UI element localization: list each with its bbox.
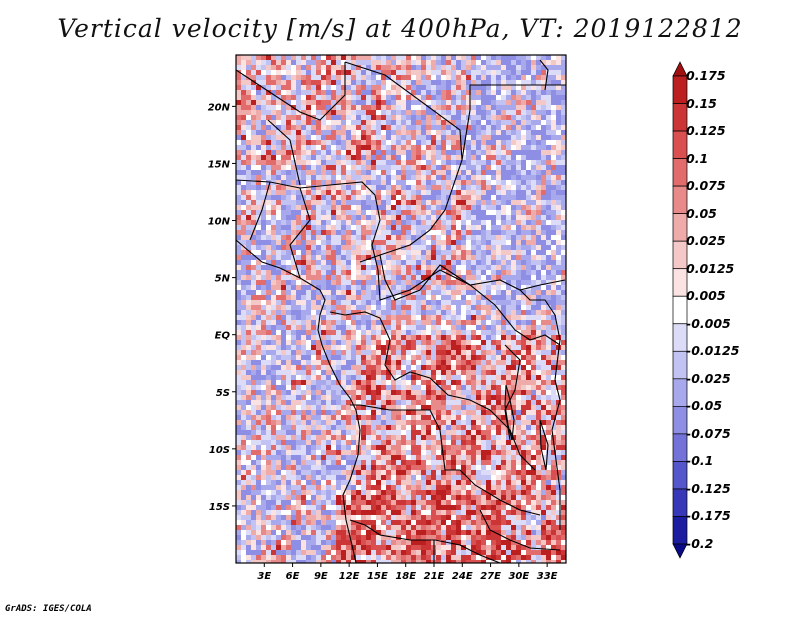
lon-tick-label: 27E <box>480 571 501 582</box>
colorbar-label: 0.05 <box>686 205 717 221</box>
map-frame <box>235 54 567 564</box>
colorbar-label: -0.1 <box>686 453 714 469</box>
lon-tick-label: 30E <box>508 571 529 582</box>
lat-tick-label: 15N <box>208 159 231 170</box>
colorbar-label: 0.1 <box>686 150 709 166</box>
lon-tick-label: 9E <box>314 571 328 582</box>
chart-title: Vertical velocity [m/s] at 400hPa, VT: 2… <box>57 14 743 43</box>
colorbar-label: 0.0125 <box>686 260 735 276</box>
border-line <box>236 179 566 301</box>
colorbar-label: 0.005 <box>686 288 726 304</box>
border-line <box>249 119 311 279</box>
colorbar-label: 0.175 <box>686 68 726 83</box>
colorbar-band <box>672 130 688 159</box>
lat-tick-label: 10N <box>208 217 231 228</box>
border-line <box>329 311 536 471</box>
colorbar <box>672 61 688 559</box>
velocity-field <box>236 55 566 563</box>
colorbar-band <box>672 75 688 104</box>
colorbar-upper-arrow <box>672 61 688 77</box>
lat-tick-label: 15S <box>209 502 230 513</box>
colorbar-band <box>672 433 688 462</box>
colorbar-label: 0.025 <box>686 233 726 249</box>
colorbar-band <box>672 213 688 242</box>
lon-tick-label: 3E <box>257 571 271 582</box>
lat-tick-label: 5S <box>216 388 230 399</box>
colorbar-label: 0.15 <box>686 95 717 111</box>
colorbar-label: -0.175 <box>686 508 731 524</box>
colorbar-band <box>672 295 688 325</box>
colorbar-band <box>672 516 688 545</box>
border-line <box>433 509 561 563</box>
lake-outline <box>504 384 515 441</box>
lat-tick-label: EQ <box>215 331 231 342</box>
colorbar-label: -0.125 <box>686 480 731 496</box>
lat-tick-label: 10S <box>209 445 230 456</box>
border-line <box>379 254 561 346</box>
border-line <box>236 61 463 263</box>
colorbar-band <box>672 158 688 187</box>
colorbar-band <box>672 103 688 132</box>
coastline <box>236 239 361 563</box>
colorbar-label: -0.025 <box>686 370 731 386</box>
colorbar-band <box>672 488 688 517</box>
lon-tick-label: 18E <box>395 571 416 582</box>
colorbar-band <box>672 268 688 297</box>
colorbar-band <box>672 350 688 380</box>
colorbar-label: -0.05 <box>686 398 723 414</box>
border-line <box>350 404 541 516</box>
colorbar-label: 0.075 <box>686 178 726 194</box>
colorbar-label: 0.125 <box>686 123 726 139</box>
border-line <box>519 289 561 530</box>
latitude-axis: 20N 15N 10N 5N EQ 5S 10S 15S <box>208 102 236 513</box>
colorbar-lower-arrow <box>672 543 688 559</box>
colorbar-band <box>672 240 688 270</box>
lon-tick-label: 24E <box>452 571 473 582</box>
lon-tick-label: 15E <box>367 571 388 582</box>
lat-tick-label: 5N <box>215 274 231 285</box>
lat-tick-label: 20N <box>208 102 231 113</box>
colorbar-label: -0.2 <box>686 536 714 551</box>
lon-tick-label: 21E <box>424 571 445 582</box>
border-line <box>461 84 566 161</box>
colorbar-label: -0.0125 <box>686 343 740 359</box>
border-line <box>504 344 521 441</box>
lake-outline <box>539 419 549 471</box>
border-line <box>539 59 549 91</box>
colorbar-band <box>672 185 688 214</box>
colorbar-label: -0.075 <box>686 425 731 441</box>
lon-tick-label: 12E <box>339 571 360 582</box>
colorbar-label: -0.005 <box>686 315 731 331</box>
lon-tick-label: 33E <box>537 571 558 582</box>
border-line <box>349 519 501 563</box>
colorbar-band <box>672 461 688 490</box>
lon-tick-label: 6E <box>286 571 300 582</box>
colorbar-band <box>672 378 688 407</box>
colorbar-band <box>672 406 688 435</box>
colorbar-band <box>672 323 688 352</box>
grads-credit: GrADS: IGES/COLA <box>5 604 92 614</box>
longitude-axis: 3E 6E 9E 12E 15E 18E 21E 24E 27E 30E 33E <box>257 563 558 582</box>
country-borders <box>236 59 566 563</box>
